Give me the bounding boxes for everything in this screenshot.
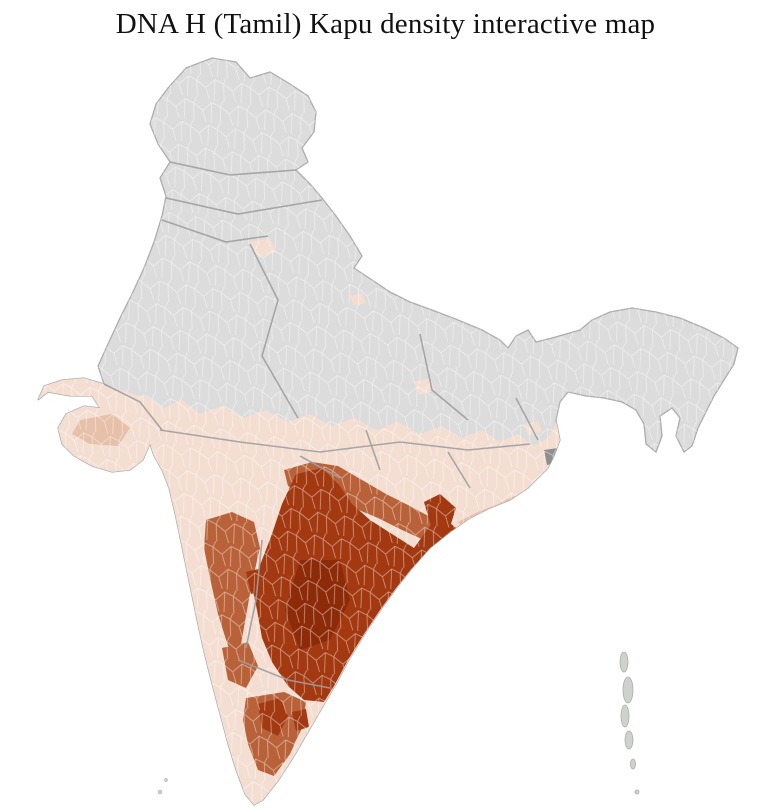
state-borders (103, 161, 539, 689)
andaman-nicobar-islands[interactable] (619, 651, 640, 795)
district-mesh-overlay (38, 58, 738, 805)
lakshadweep-islands[interactable] (157, 778, 168, 795)
map-title: DNA H (Tamil) Kapu density interactive m… (115, 8, 656, 40)
